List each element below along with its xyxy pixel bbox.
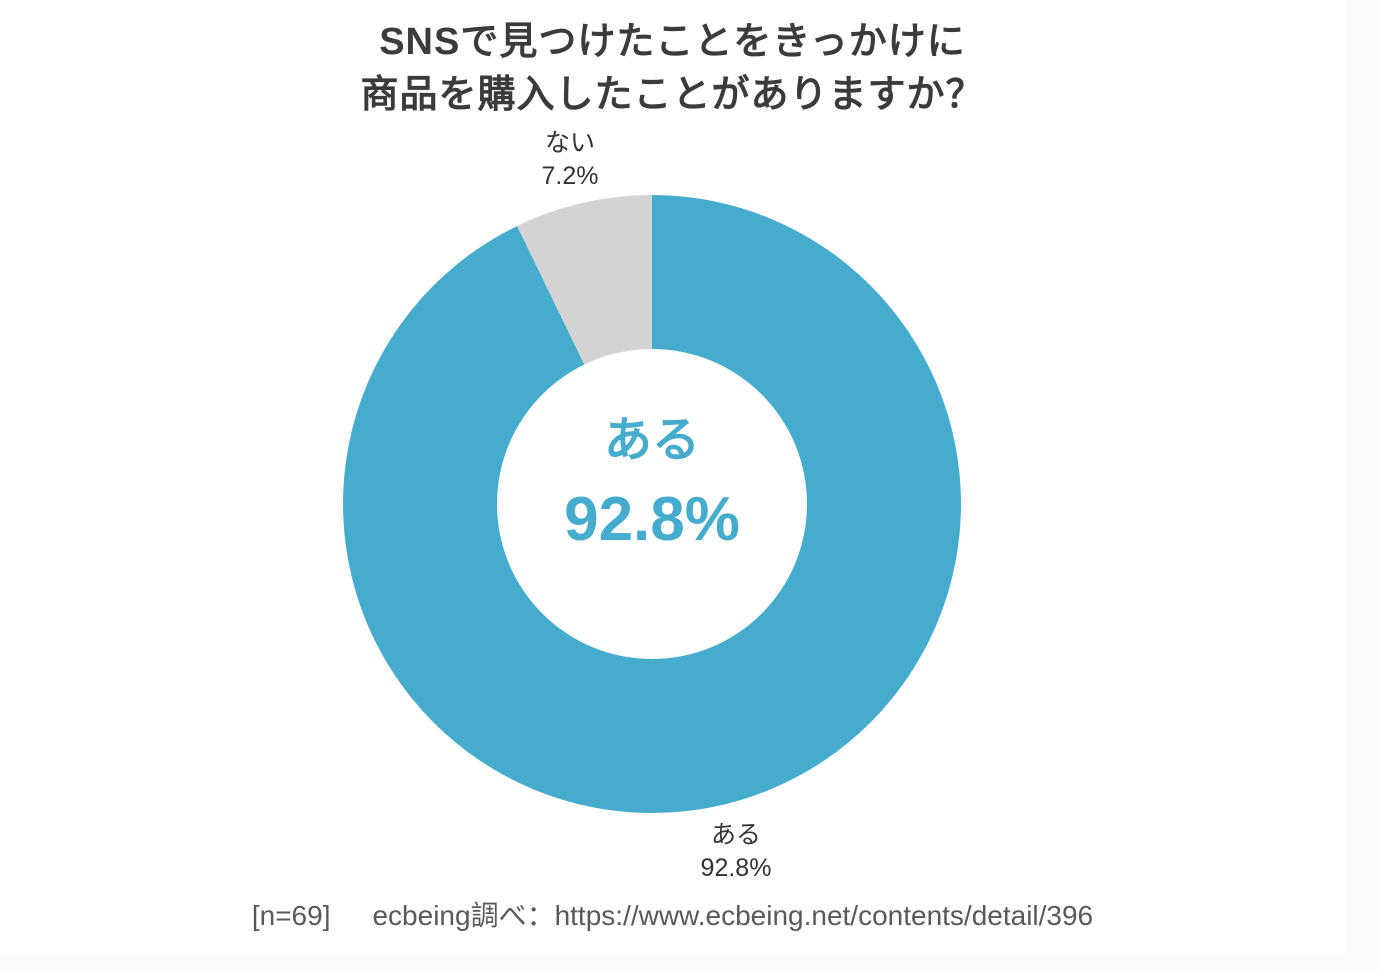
sample-size-text: [n=69] [251,900,331,931]
slice-label-aru-name: ある [710,821,761,849]
slice-label-nai-value: 7.2% [541,162,599,190]
source-text: ecbeing調べ：https://www.ecbeing.net/conten… [372,900,1094,931]
slice-label-nai: ない 7.2% [460,127,680,193]
donut-center-value: 92.8% [564,485,740,554]
chart-canvas: SNSで見つけたことをきっかけに 商品を購入したことがありますか？ ない 7.2… [0,16,1345,934]
chart-title-line2: 商品を購入したことがありますか？ [360,74,985,116]
chart-title-line1: SNSで見つけたことをきっかけに [379,21,966,63]
chart-title: SNSで見つけたことをきっかけに 商品を購入したことがありますか？ [0,16,1345,122]
donut-hole [497,349,807,659]
slice-label-nai-name: ない [544,129,595,157]
slice-label-aru-value: 92.8% [700,854,772,882]
chart-footer: [n=69] ecbeing調べ：https://www.ecbeing.net… [0,898,1345,934]
donut-center-label: ある 92.8% [452,408,852,560]
donut-center-name: ある [603,414,700,467]
slice-label-aru: ある 92.8% [626,819,846,885]
